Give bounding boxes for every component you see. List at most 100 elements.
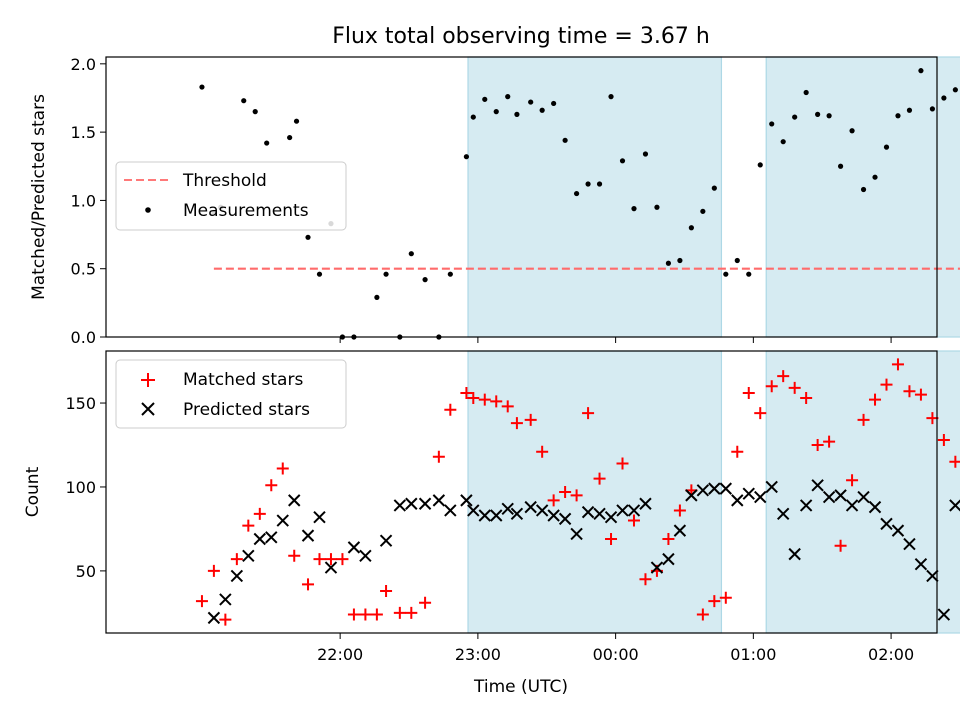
predicted-star-marker — [593, 507, 606, 521]
matched-star-marker — [547, 494, 560, 507]
count-legend-box — [115, 359, 347, 429]
measurement-point — [929, 106, 936, 112]
predicted-star-marker — [937, 608, 951, 621]
predicted-star-marker — [288, 494, 301, 507]
measurement-point — [918, 68, 924, 74]
ratio-legend: Threshold Measurements — [115, 161, 347, 231]
predicted-star-marker — [347, 541, 361, 554]
matched-star-marker — [627, 514, 640, 527]
legend-matched-swatch — [141, 373, 155, 387]
predicted-star-marker — [313, 510, 326, 524]
predicted-star-marker — [460, 494, 473, 507]
matched-star-marker — [708, 595, 721, 608]
measurement-point — [665, 260, 672, 266]
matched-star-marker — [419, 596, 432, 609]
predicted-star-marker — [650, 561, 664, 574]
measurement-point — [463, 154, 470, 160]
predicted-star-marker — [467, 504, 480, 517]
x-tick-label: 23:00 — [455, 645, 501, 664]
measurement-point — [734, 257, 740, 264]
predicted-star-marker — [673, 524, 687, 537]
predicted-star-marker — [359, 549, 372, 562]
legend-matched-label: Matched stars — [183, 370, 303, 390]
predicted-star-marker — [547, 509, 560, 522]
matched-star-marker — [207, 564, 220, 577]
predicted-star-marker — [581, 505, 595, 519]
x-tick-label: 22:00 — [317, 645, 363, 664]
measurement-point — [241, 98, 247, 104]
matched-star-marker — [219, 613, 232, 626]
predicted-star-marker — [301, 529, 315, 542]
matched-star-marker — [754, 407, 767, 420]
plot-frame — [105, 350, 938, 634]
legend-predicted-swatch — [141, 402, 155, 416]
matched-star-marker — [253, 507, 266, 520]
matched-star-marker — [834, 539, 847, 552]
legend-predicted-label: Predicted stars — [183, 400, 310, 420]
measurement-point — [780, 139, 786, 145]
measurement-point — [860, 186, 867, 193]
matched-star-marker — [731, 445, 744, 458]
measurement-point — [906, 107, 913, 113]
matched-star-marker — [490, 395, 503, 408]
predicted-star-marker — [405, 497, 418, 510]
observing-window-1 — [467, 350, 723, 634]
x-tick-label: 01:00 — [730, 645, 776, 664]
matched-star-marker — [380, 585, 393, 598]
measurement-point — [883, 144, 890, 150]
measurement-point — [952, 87, 958, 93]
measurement-point — [447, 271, 453, 277]
matched-star-marker — [276, 462, 289, 475]
predicted-star-marker — [822, 490, 836, 504]
bottom-y-axis-label: Count — [23, 466, 43, 517]
matched-star-marker — [811, 439, 824, 451]
measurement-point — [837, 163, 844, 169]
y-tick-label: 1.5 — [71, 123, 96, 142]
measurement-point — [374, 294, 380, 300]
predicted-star-marker — [265, 531, 278, 544]
measurement-point — [619, 158, 626, 164]
measurement-point — [514, 111, 520, 117]
measurement-point — [470, 114, 476, 120]
matched-star-marker — [501, 400, 514, 413]
x-tick-label: 02:00 — [868, 645, 914, 664]
matched-star-marker — [765, 380, 778, 393]
measurement-point — [493, 109, 499, 115]
matched-star-marker — [788, 381, 801, 394]
matched-star-marker — [393, 606, 406, 619]
top-y-axis-label: Matched/Predicted stars — [29, 94, 49, 300]
count-legend: Matched stars Predicted stars — [115, 359, 347, 429]
measurement-point — [769, 121, 775, 127]
legend-measurements-swatch — [145, 207, 151, 213]
measurement-point — [264, 140, 270, 146]
predicted-star-marker — [510, 507, 524, 521]
x-tick-label: 00:00 — [593, 645, 639, 664]
y-tick-label: 1.0 — [71, 191, 96, 210]
predicted-star-marker — [696, 484, 710, 497]
matched-star-marker — [696, 608, 709, 621]
predicted-star-marker — [799, 499, 813, 512]
predicted-star-marker — [627, 504, 641, 517]
matched-star-marker — [347, 608, 360, 621]
observing-window-1 — [467, 56, 723, 338]
matched-star-marker — [559, 486, 572, 498]
predicted-star-marker — [379, 534, 393, 547]
predicted-star-marker — [478, 509, 491, 522]
matched-star-marker — [467, 392, 480, 404]
predicted-star-marker — [604, 510, 618, 524]
predicted-star-marker — [903, 537, 916, 551]
measurement-point — [573, 190, 580, 197]
matched-star-marker — [891, 358, 904, 371]
measurement-point — [482, 96, 488, 102]
predicted-star-marker — [207, 611, 221, 625]
measurement-point — [408, 251, 414, 257]
measurement-point — [895, 113, 901, 119]
y-tick-label: 0.0 — [71, 328, 96, 347]
predicted-star-marker — [662, 552, 675, 566]
measurement-point — [316, 271, 323, 277]
legend-threshold-label: Threshold — [182, 171, 267, 191]
measurement-point — [287, 134, 293, 141]
observing-window-2 — [765, 56, 960, 338]
matched-star-marker — [510, 417, 523, 430]
matched-star-marker — [359, 608, 372, 621]
